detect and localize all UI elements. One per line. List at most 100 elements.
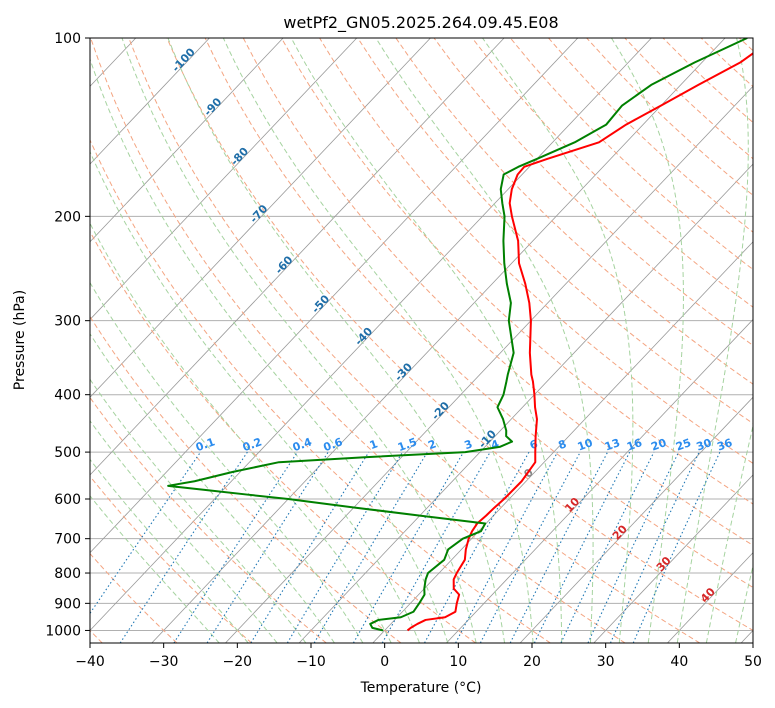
dry-adiabat	[471, 38, 753, 308]
moist-adiabat	[167, 38, 506, 643]
dry-adiabat	[90, 475, 252, 643]
dry-adiabat	[280, 38, 753, 505]
isotherm	[90, 38, 284, 243]
mixing-ratio-label: 4	[489, 437, 501, 452]
isotherm	[593, 474, 753, 643]
dry-adiabat	[395, 38, 753, 385]
moist-adiabat	[676, 38, 749, 643]
mixing-ratio-line	[381, 451, 491, 643]
x-axis-ticks: −40 −30 −20 −10 0 10 20 30 40 50	[75, 643, 762, 670]
sounding-profiles	[167, 38, 753, 632]
plot-frame	[89, 37, 754, 644]
mixing-ratio-line	[533, 451, 631, 643]
moist-adiabat	[121, 38, 477, 643]
mixing-ratio-label: 3	[463, 437, 475, 452]
x-tick-label: 0	[380, 654, 389, 670]
dry-adiabat	[90, 552, 178, 643]
x-tick-label: 50	[744, 654, 762, 670]
temperature-profile	[406, 52, 753, 632]
moist-adiabat	[705, 423, 753, 643]
y-tick-label: 400	[54, 388, 81, 404]
moist-adiabat	[375, 38, 594, 643]
x-tick-label: −20	[223, 654, 253, 670]
x-tick-label: 40	[670, 654, 688, 670]
mixing-ratio-line	[632, 451, 721, 643]
mixing-ratio-label: 36	[715, 436, 734, 454]
y-tick-label: 600	[54, 492, 81, 508]
dry-adiabat	[90, 230, 477, 643]
mixing-ratio-line	[455, 451, 559, 643]
mixing-ratio-label: 25	[674, 436, 693, 453]
isotherm	[90, 38, 652, 632]
mixing-ratio-label: 20	[649, 436, 668, 454]
moist-adiabat	[90, 495, 220, 643]
mixing-ratio-line	[509, 451, 609, 643]
x-axis-label: Temperature (°C)	[360, 680, 482, 696]
x-tick-label: 20	[523, 654, 541, 670]
moist-adiabat	[90, 57, 449, 643]
mixing-ratio-line	[173, 451, 298, 643]
isotherm	[90, 38, 431, 398]
x-tick-label: 10	[449, 654, 467, 670]
y-tick-label: 300	[54, 314, 81, 330]
isotherm	[90, 38, 210, 165]
dry-adiabat	[357, 38, 753, 425]
moist-adiabat	[482, 38, 634, 643]
mixing-ratio-label: 8	[557, 437, 569, 452]
mixing-ratio-label: 0.2	[241, 435, 264, 454]
x-tick-label: 30	[597, 654, 615, 670]
dry-adiabat	[90, 315, 402, 643]
isotherm	[151, 38, 726, 643]
mixing-ratio-label: 0.1	[194, 435, 217, 454]
mixing-ratio-line	[206, 451, 329, 643]
y-tick-label: 900	[54, 596, 81, 612]
y-tick-label: 200	[54, 209, 81, 225]
mixing-ratio-label: 10	[576, 436, 595, 454]
mixing-ratio-line	[286, 451, 404, 643]
isotherms	[90, 38, 753, 643]
dry-adiabat	[166, 38, 753, 632]
mixing-ratio-line	[250, 451, 370, 643]
moist-adiabat	[90, 332, 335, 643]
isotherm	[298, 163, 753, 643]
x-tick-label: −10	[296, 654, 326, 670]
moist-adiabat	[90, 378, 307, 643]
isotherm	[90, 38, 579, 554]
isotherm	[90, 38, 358, 321]
moist-adiabat	[290, 38, 563, 643]
mixing-ratio-line	[119, 451, 248, 643]
dry-adiabat	[128, 38, 701, 643]
y-tick-label: 100	[54, 31, 81, 47]
x-tick-label: −40	[75, 654, 105, 670]
dewpoint-profile	[167, 38, 748, 632]
y-axis-label: Pressure (hPa)	[12, 290, 28, 390]
y-tick-label: 800	[54, 566, 81, 582]
moist-adiabat	[222, 38, 534, 643]
mixing-ratio-line	[424, 451, 530, 643]
moist-adiabat	[90, 420, 278, 643]
mixing-ratio-label: 16	[625, 436, 644, 454]
moist-adiabat	[90, 222, 392, 643]
y-axis-ticks: 100 200 300 400 500 600 700 800 900 1000	[45, 31, 90, 639]
dry-adiabat	[90, 138, 551, 643]
mixing-ratio-label: 1	[368, 437, 380, 452]
dry-adiabat	[204, 38, 753, 589]
mixing-ratio-label: 0.6	[322, 435, 345, 454]
mixing-ratio-label: 1.5	[396, 435, 419, 454]
moist-adiabat	[90, 281, 364, 643]
y-tick-label: 700	[54, 532, 81, 548]
isotherm	[90, 38, 505, 476]
mixing-ratio-label: 13	[603, 436, 622, 453]
y-tick-label: 500	[54, 445, 81, 461]
dry-adiabat	[90, 38, 626, 643]
mixing-ratio-label: 6	[528, 437, 540, 452]
moist-adiabat	[90, 458, 249, 643]
mixing-ratio-lines	[90, 451, 721, 643]
mixing-ratio-label: 2	[426, 437, 438, 452]
moist-adiabat	[735, 563, 753, 643]
moist-adiabat	[610, 38, 684, 643]
isotherm	[519, 396, 753, 643]
plot-area: -100-90-80-70-60-50-40-30-20-10010203040…	[90, 38, 753, 643]
